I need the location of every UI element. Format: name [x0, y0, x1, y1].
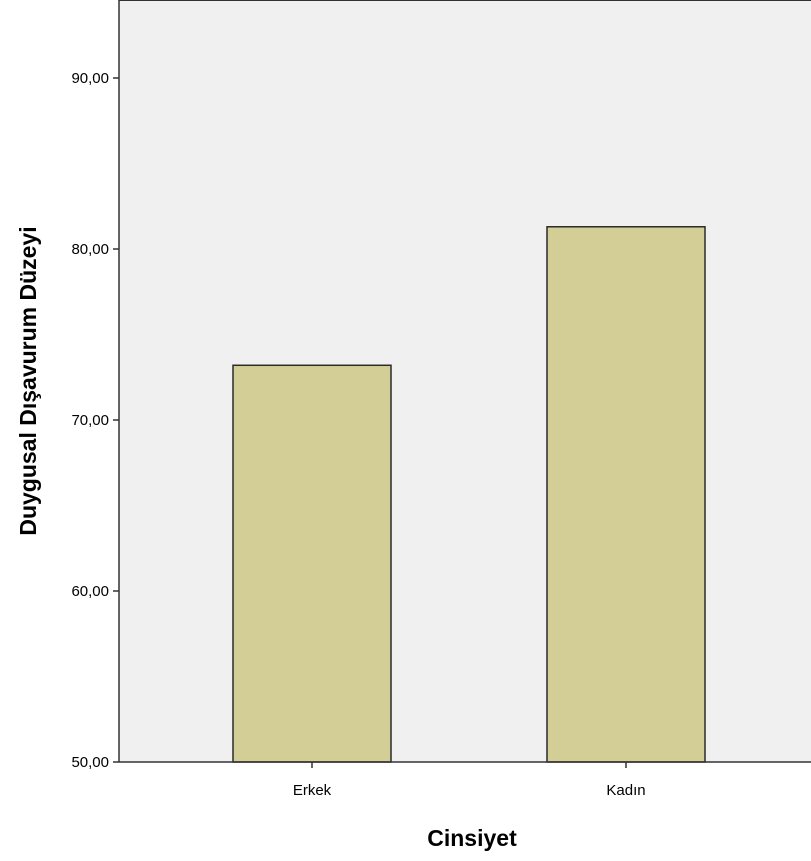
y-tick-label: 90,00 — [71, 70, 109, 87]
y-axis-title: Duygusal Dışavurum Düzeyi — [15, 226, 41, 535]
y-tick-label: 50,00 — [71, 754, 109, 771]
x-axis-title: Cinsiyet — [427, 825, 517, 851]
bar-kadın — [546, 226, 706, 763]
x-tick-label: Kadın — [606, 782, 645, 799]
plot-area — [119, 0, 811, 762]
x-tick-label: Erkek — [293, 782, 332, 799]
x-ticks-group: Erkek Kadın — [293, 762, 646, 799]
y-tick-label: 70,00 — [71, 412, 109, 429]
y-ticks-group: 50,00 60,00 70,00 80,00 90,00 — [71, 70, 119, 771]
bar-erkek — [232, 364, 392, 763]
axes-group — [118, 0, 811, 763]
y-tick-label: 80,00 — [71, 241, 109, 258]
bars-group — [232, 226, 706, 763]
y-tick-label: 60,00 — [71, 583, 109, 600]
